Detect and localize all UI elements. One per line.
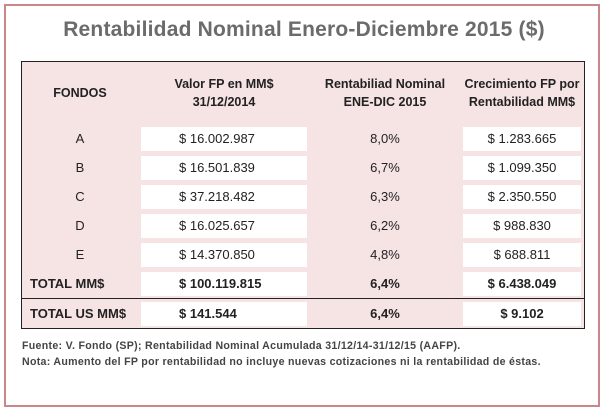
crecimiento-cell: $ 1.099.350: [463, 155, 581, 180]
source-note: Fuente: V. Fondo (SP); Rentabilidad Nomi…: [22, 340, 461, 352]
rentabilidad-cell: 6,2%: [370, 217, 400, 233]
crecimiento-cell: $ 688.811: [463, 242, 581, 267]
header-valor: Valor FP en MM$ 31/12/2014: [138, 62, 310, 124]
header-rent-line2: ENE-DIC 2015: [343, 95, 427, 109]
header-fondos-label: FONDOS: [53, 86, 107, 100]
header-valor-line1: Valor FP en MM$: [174, 77, 274, 91]
rentabilidad-cell: 8,0%: [370, 130, 400, 146]
valor-cell: $ 16.501.839: [141, 155, 307, 180]
header-crec-line2: Rentabilidad MM$: [468, 95, 576, 109]
header-fondos: FONDOS: [22, 62, 138, 124]
report-title: Rentabilidad Nominal Enero-Diciembre 201…: [63, 18, 545, 41]
valor-cell: $ 141.544: [141, 301, 307, 326]
header-crecimiento: Crecimiento FP por Rentabilidad MM$: [460, 62, 584, 124]
table-header-row: FONDOS Valor FP en MM$ 31/12/2014 Rentab…: [22, 62, 584, 124]
fondo-cell: E: [75, 247, 85, 262]
fondo-cell: A: [75, 131, 85, 146]
disclaimer-note: Nota: Aumento del FP por rentabilidad no…: [22, 356, 541, 368]
rentabilidad-cell: 4,8%: [370, 246, 400, 262]
fondo-cell: TOTAL US MM$: [22, 298, 138, 328]
footnotes: Fuente: V. Fondo (SP); Rentabilidad Nomi…: [22, 338, 587, 370]
crecimiento-cell: $ 1.283.665: [463, 126, 581, 151]
rentabilidad-cell: 6,3%: [370, 188, 400, 204]
valor-cell: $ 100.119.815: [141, 271, 307, 296]
table-row: E $ 14.370.850 4,8% $ 688.811: [22, 240, 584, 269]
crecimiento-cell: $ 988.830: [463, 213, 581, 238]
header-rentabilidad: Rentabiliad Nominal ENE-DIC 2015: [310, 62, 460, 124]
returns-table-container: FONDOS Valor FP en MM$ 31/12/2014 Rentab…: [21, 61, 585, 329]
fondo-cell: B: [75, 160, 85, 175]
crecimiento-cell: $ 9.102: [463, 301, 581, 326]
fondo-cell: D: [75, 218, 85, 233]
table-row: D $ 16.025.657 6,2% $ 988.830: [22, 211, 584, 240]
total-usd-row: TOTAL US MM$ $ 141.544 6,4% $ 9.102: [22, 298, 584, 328]
table-row: C $ 37.218.482 6,3% $ 2.350.550: [22, 182, 584, 211]
valor-cell: $ 14.370.850: [141, 242, 307, 267]
fondo-cell: TOTAL MM$: [30, 276, 105, 291]
valor-cell: $ 16.025.657: [141, 213, 307, 238]
rentabilidad-cell: 6,4%: [370, 275, 400, 291]
rentabilidad-cell: 6,4%: [370, 305, 400, 321]
header-valor-line2: 31/12/2014: [192, 95, 256, 109]
returns-table: FONDOS Valor FP en MM$ 31/12/2014 Rentab…: [22, 62, 584, 328]
header-crec-line1: Crecimiento FP por: [464, 77, 580, 91]
total-mm-row: TOTAL MM$ $ 100.119.815 6,4% $ 6.438.049: [22, 269, 584, 298]
valor-cell: $ 16.002.987: [141, 126, 307, 151]
table-row: B $ 16.501.839 6,7% $ 1.099.350: [22, 153, 584, 182]
crecimiento-cell: $ 6.438.049: [463, 271, 581, 296]
valor-cell: $ 37.218.482: [141, 184, 307, 209]
rentabilidad-cell: 6,7%: [370, 159, 400, 175]
table-row: A $ 16.002.987 8,0% $ 1.283.665: [22, 124, 584, 153]
crecimiento-cell: $ 2.350.550: [463, 184, 581, 209]
header-rent-line1: Rentabiliad Nominal: [324, 77, 446, 91]
fondo-cell: C: [75, 189, 85, 204]
report-frame: Rentabilidad Nominal Enero-Diciembre 201…: [4, 4, 600, 407]
